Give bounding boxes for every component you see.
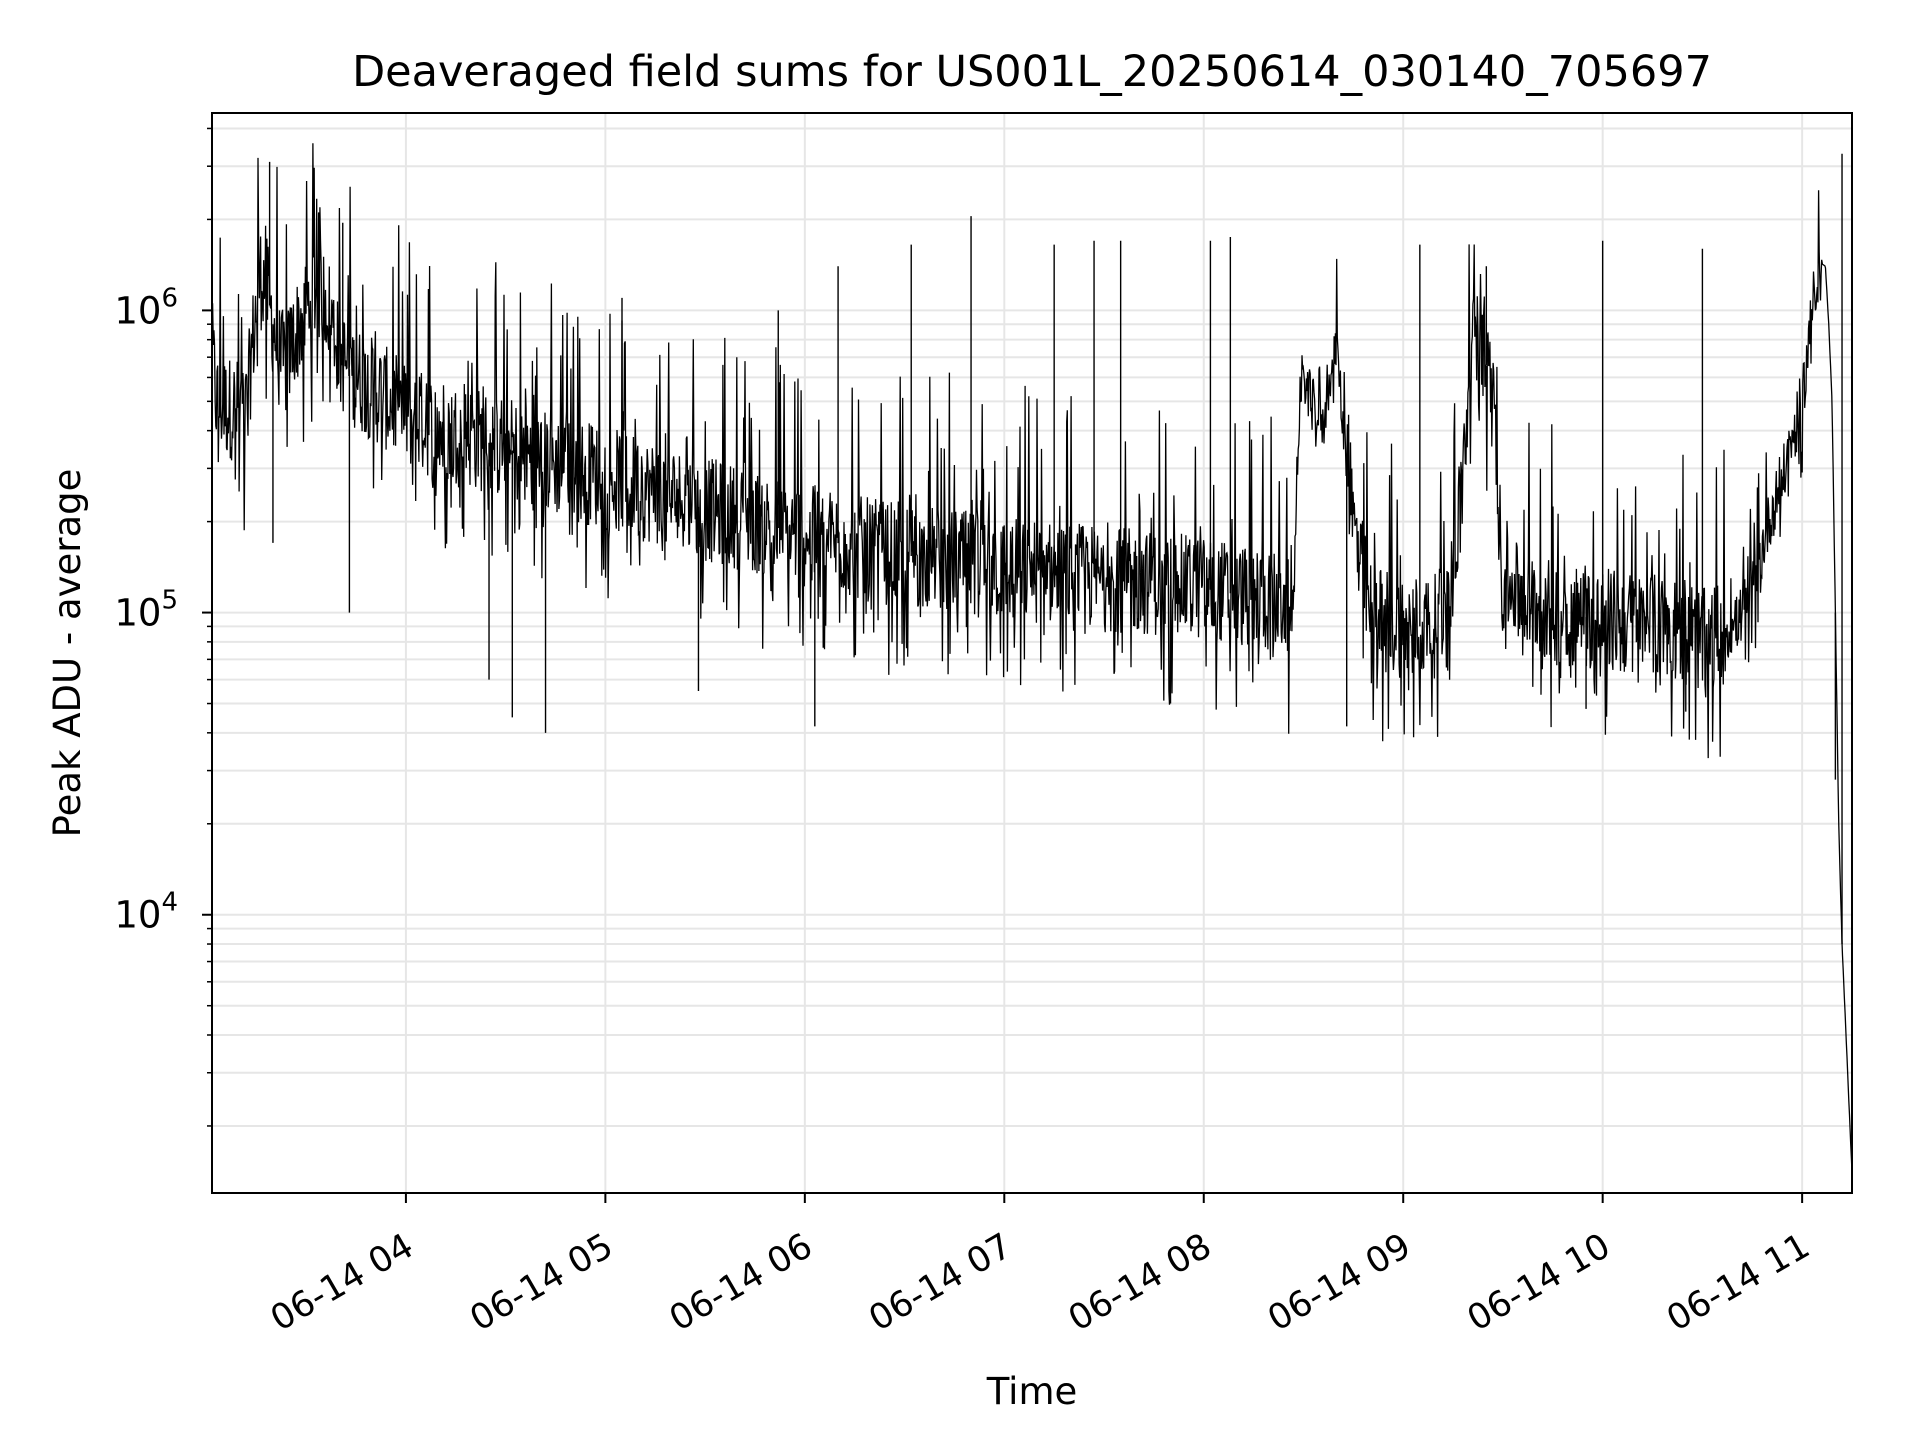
series-line (211, 143, 1853, 1173)
x-axis-label: Time (986, 1370, 1078, 1413)
chart-title: Deaveraged field sums for US001L_2025061… (352, 47, 1712, 97)
grid-layer (212, 113, 1852, 1193)
axes-frame (211, 112, 1853, 1194)
y-tick-label: 105 (114, 586, 178, 635)
y-tick-label: 104 (114, 888, 178, 937)
y-tick-label: 106 (114, 283, 178, 332)
data-layer (211, 143, 1853, 1173)
y-axis-label: Peak ADU - average (46, 469, 89, 838)
